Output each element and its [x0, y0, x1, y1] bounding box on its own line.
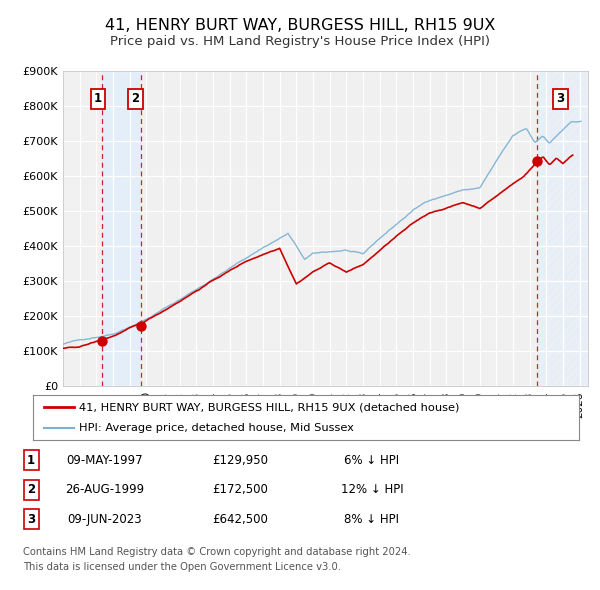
- Text: 2: 2: [131, 93, 140, 106]
- Text: HPI: Average price, detached house, Mid Sussex: HPI: Average price, detached house, Mid …: [79, 422, 354, 432]
- Text: £642,500: £642,500: [212, 513, 268, 526]
- Text: 6% ↓ HPI: 6% ↓ HPI: [344, 454, 400, 467]
- Text: 8% ↓ HPI: 8% ↓ HPI: [344, 513, 400, 526]
- Text: 1: 1: [94, 93, 102, 106]
- Text: 41, HENRY BURT WAY, BURGESS HILL, RH15 9UX: 41, HENRY BURT WAY, BURGESS HILL, RH15 9…: [105, 18, 495, 34]
- Text: 3: 3: [556, 93, 565, 106]
- Text: 2: 2: [27, 483, 35, 496]
- Bar: [537, 71, 588, 386]
- Text: £172,500: £172,500: [212, 483, 268, 496]
- Text: 26-AUG-1999: 26-AUG-1999: [65, 483, 145, 496]
- Text: 09-MAY-1997: 09-MAY-1997: [67, 454, 143, 467]
- Text: £129,950: £129,950: [212, 454, 268, 467]
- Text: 12% ↓ HPI: 12% ↓ HPI: [341, 483, 403, 496]
- Text: Contains HM Land Registry data © Crown copyright and database right 2024.
This d: Contains HM Land Registry data © Crown c…: [23, 547, 410, 572]
- Text: Price paid vs. HM Land Registry's House Price Index (HPI): Price paid vs. HM Land Registry's House …: [110, 35, 490, 48]
- Text: 09-JUN-2023: 09-JUN-2023: [68, 513, 142, 526]
- Text: 3: 3: [27, 513, 35, 526]
- Text: 1: 1: [27, 454, 35, 467]
- Bar: [103, 71, 140, 386]
- Text: 41, HENRY BURT WAY, BURGESS HILL, RH15 9UX (detached house): 41, HENRY BURT WAY, BURGESS HILL, RH15 9…: [79, 402, 460, 412]
